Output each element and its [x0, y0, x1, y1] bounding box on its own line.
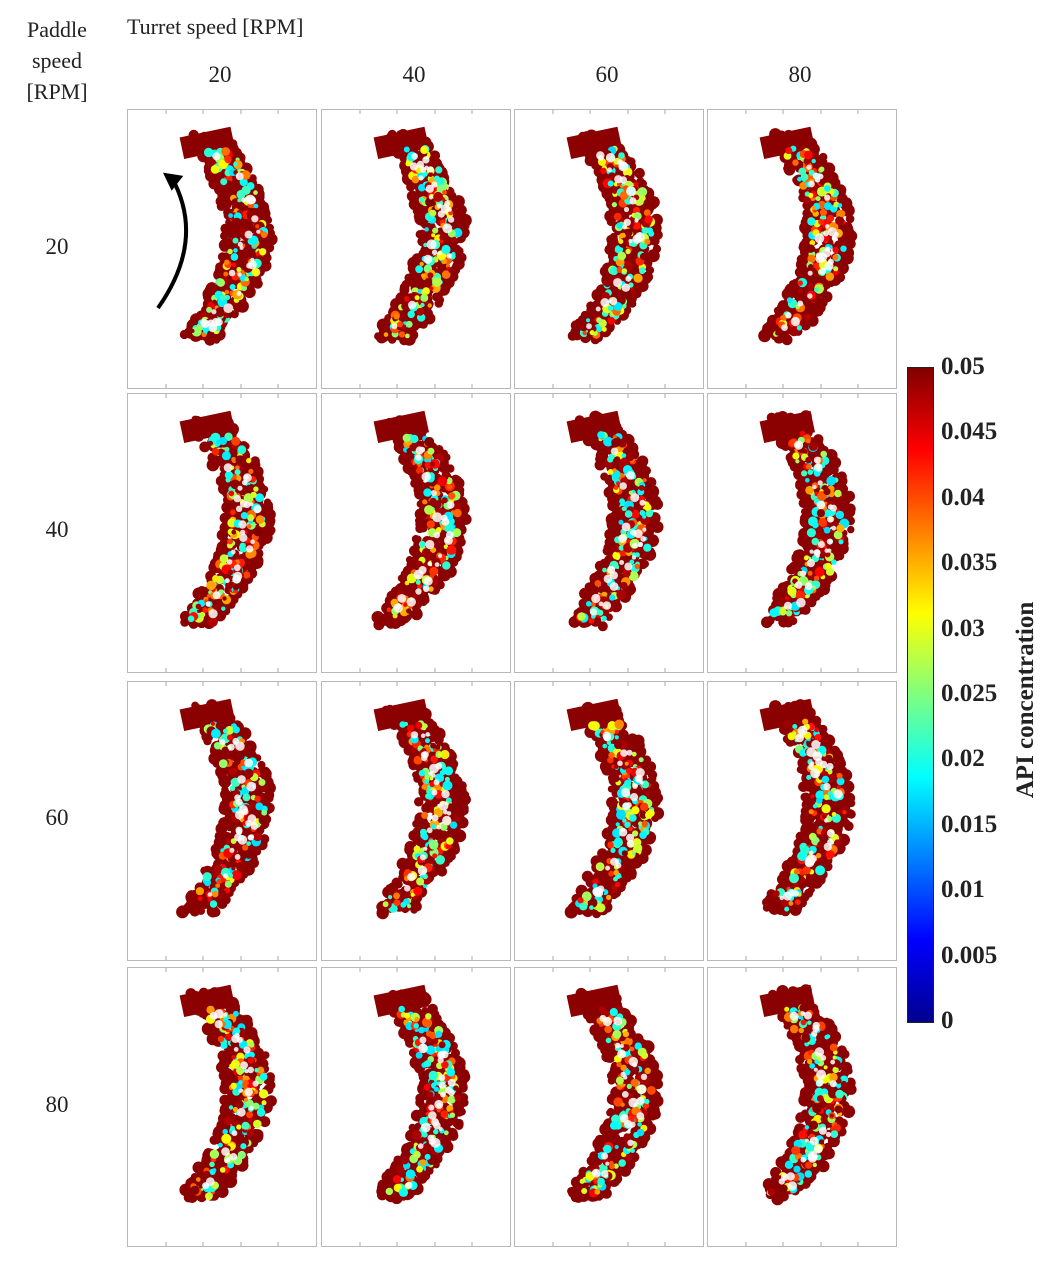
panel-paddle-80-turret-80 — [707, 967, 897, 1247]
colorbar-tick: 0.01 — [941, 876, 985, 904]
colorbar-tick: 0.005 — [941, 941, 998, 969]
colorbar-tick: 0.05 — [941, 353, 985, 380]
colorbar-label: API concentration — [1012, 601, 1039, 799]
panel-paddle-20-turret-40 — [321, 109, 511, 389]
panel-paddle-20-turret-60 — [514, 109, 704, 389]
curved-arrow-icon — [156, 172, 189, 310]
panel-paddle-40-turret-40 — [321, 393, 511, 673]
panel-paddle-60-turret-40 — [321, 681, 511, 961]
colorbar-tick: 0.04 — [941, 483, 985, 511]
row-axis-title: Paddle speed [RPM] — [26, 17, 88, 104]
col-label-80: 80 — [788, 62, 812, 87]
colorbar-tick: 0.035 — [941, 549, 998, 577]
colorbar-tick: 0.02 — [941, 745, 985, 773]
colorbar-tick: 0.045 — [941, 418, 998, 446]
panel-paddle-60-turret-20 — [127, 681, 317, 961]
panel-paddle-80-turret-40 — [321, 967, 511, 1247]
col-axis-title: Turret speed [RPM] — [127, 14, 304, 39]
row-label-40: 40 — [45, 517, 69, 542]
panel-paddle-60-turret-80 — [707, 681, 897, 961]
panel-paddle-40-turret-20 — [127, 393, 317, 673]
panel-paddle-40-turret-60 — [514, 393, 704, 673]
row-label-80: 80 — [45, 1092, 69, 1117]
colorbar-tick: 0.025 — [941, 680, 998, 707]
col-label-60: 60 — [595, 62, 619, 87]
panel-paddle-20-turret-80 — [707, 109, 897, 389]
row-label-20: 20 — [45, 234, 69, 259]
panel-paddle-40-turret-80 — [707, 393, 897, 673]
colorbar-tick: 0 — [941, 1007, 954, 1034]
colorbar-tick: 0.015 — [941, 810, 998, 838]
panel-paddle-80-turret-20 — [127, 967, 317, 1247]
panel-paddle-60-turret-60 — [514, 681, 704, 961]
colorbar-tick: 0.03 — [941, 614, 985, 642]
col-label-40: 40 — [402, 62, 426, 87]
row-label-60: 60 — [45, 805, 69, 830]
colorbar — [907, 367, 934, 1023]
col-label-20: 20 — [208, 62, 232, 87]
panel-paddle-20-turret-20 — [127, 109, 317, 389]
panel-paddle-80-turret-60 — [514, 967, 704, 1247]
